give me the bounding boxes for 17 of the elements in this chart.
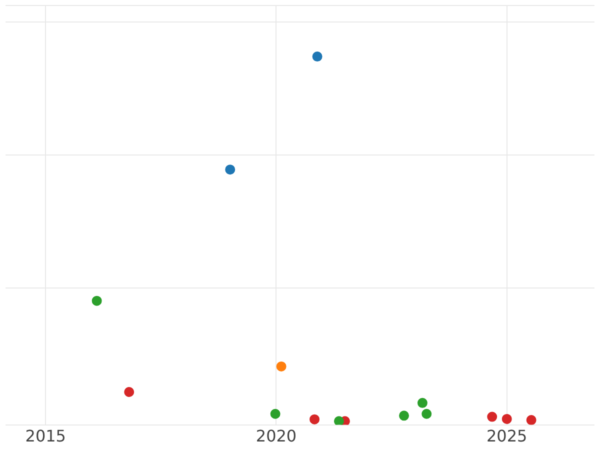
point [526,415,536,425]
point [92,296,102,306]
point [502,414,512,424]
point [276,361,286,372]
point [310,414,320,424]
point [312,52,322,62]
x-tick-label: 2025 [486,426,528,446]
point [417,398,428,408]
point [225,164,236,175]
point [422,408,432,419]
x-tick-label: 2015 [25,426,66,446]
point [270,408,280,419]
x-tick-label: 2020 [256,426,297,446]
point [487,412,498,422]
point [334,416,344,425]
point [399,410,410,421]
point [124,386,134,397]
